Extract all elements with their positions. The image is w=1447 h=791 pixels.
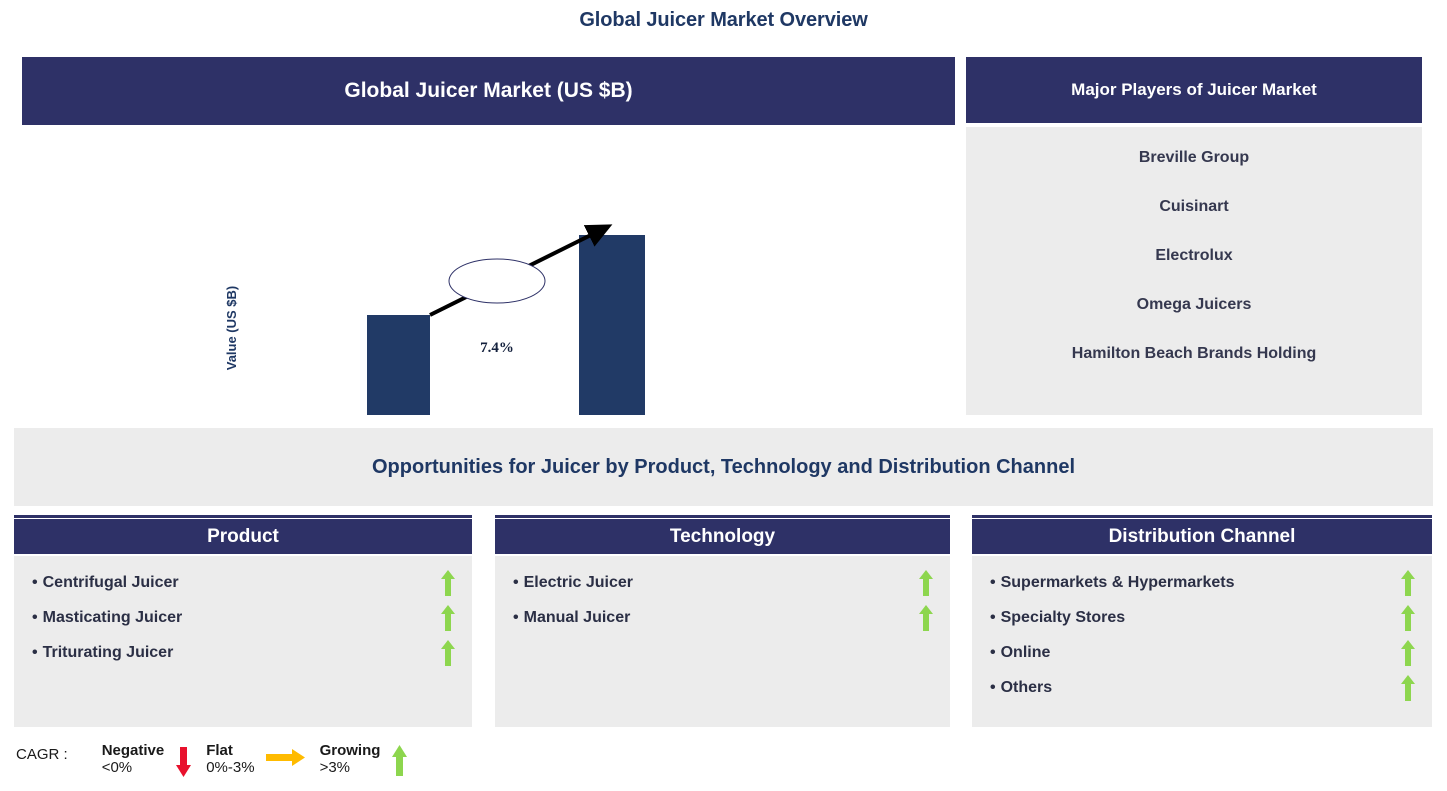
cagr-legend-title: CAGR : [16, 746, 68, 763]
arrow-up-icon [392, 745, 408, 776]
arrow-up-icon [441, 640, 455, 666]
bullet-glyph: • [990, 574, 996, 591]
list-item: • Electric Juicer [495, 570, 950, 596]
segment-label: • Specialty Stores [990, 609, 1125, 627]
list-item: Electrolux [1155, 247, 1233, 264]
segment-label: • Electric Juicer [513, 574, 633, 592]
panel-top-rule [14, 515, 472, 518]
opportunities-band: Opportunities for Juicer by Product, Tec… [14, 428, 1433, 506]
cagr-legend-text-flat: Flat 0%-3% [206, 742, 254, 776]
segment-label: • Triturating Juicer [32, 644, 173, 662]
cagr-legend-word: Flat [206, 742, 233, 759]
cagr-legend-entry-growing: Growing >3% [320, 742, 409, 777]
chart-plot-area: Value (US $B) 7.4% 2025 2031 Source : Lu… [22, 125, 955, 537]
arrow-up-icon [441, 570, 455, 596]
segment-label-text: Centrifugal Juicer [42, 574, 179, 591]
cagr-callout-value: 7.4% [480, 340, 514, 356]
list-item: Cuisinart [1159, 198, 1229, 215]
panel-header-distribution-channel: Distribution Channel [972, 519, 1432, 554]
panel-header-technology: Technology [495, 519, 950, 554]
list-item: Hamilton Beach Brands Holding [1071, 345, 1317, 362]
segment-label-text: Triturating Juicer [42, 644, 174, 661]
panel-body-technology: • Electric Juicer • Manual Juicer [495, 556, 950, 727]
cagr-legend-range: <0% [101, 759, 133, 776]
cagr-legend-range: >3% [319, 759, 351, 776]
bullet-glyph: • [990, 679, 996, 696]
panel-header-product: Product [14, 519, 472, 554]
segment-label-text: Supermarkets & Hypermarkets [1000, 574, 1235, 591]
segment-label-text: Masticating Juicer [42, 609, 183, 626]
list-item: • Triturating Juicer [14, 640, 472, 666]
segment-label-text: Online [1000, 644, 1051, 661]
arrow-up-icon [441, 605, 455, 631]
cagr-legend-entry-negative: Negative <0% [102, 742, 193, 777]
arrow-up-icon [919, 570, 933, 596]
segment-panel-technology: Technology • Electric Juicer • Manual Juic… [495, 515, 950, 727]
bullet-glyph: • [32, 574, 38, 591]
arrow-up-icon [1401, 605, 1415, 631]
bullet-glyph: • [990, 609, 996, 626]
major-players-list: Breville Group Cuisinart Electrolux Omeg… [966, 127, 1422, 415]
list-item: Breville Group [1138, 149, 1250, 166]
opportunities-title: Opportunities for Juicer by Product, Tec… [372, 455, 1075, 478]
bullet-glyph: • [32, 644, 38, 661]
list-item: • Manual Juicer [495, 605, 950, 631]
bullet-glyph: • [513, 574, 519, 591]
cagr-legend-word: Growing [319, 742, 381, 759]
segment-label-text: Specialty Stores [1000, 609, 1126, 626]
segment-label: • Masticating Juicer [32, 609, 182, 627]
panel-body-distribution-channel: • Supermarkets & Hypermarkets • Specialty … [972, 556, 1432, 727]
cagr-legend-text-negative: Negative <0% [102, 742, 165, 776]
arrow-up-icon [1401, 675, 1415, 701]
cagr-legend: CAGR : Negative <0% Flat 0%-3% Growing >… [16, 742, 422, 788]
segment-panel-distribution-channel: Distribution Channel • Supermarkets & Hyp… [972, 515, 1432, 727]
arrow-right-icon [265, 749, 305, 766]
arrow-up-icon [1401, 570, 1415, 596]
panel-body-product: • Centrifugal Juicer • Masticating Juicer … [14, 556, 472, 727]
segment-label: • Manual Juicer [513, 609, 630, 627]
segment-label-text: Others [1000, 679, 1053, 696]
cagr-legend-word: Negative [101, 742, 165, 759]
arrow-up-icon [1401, 640, 1415, 666]
bullet-glyph: • [990, 644, 996, 661]
list-item: • Others [972, 675, 1432, 701]
chart-card-header: Global Juicer Market (US $B) [22, 57, 955, 125]
list-item: • Centrifugal Juicer [14, 570, 472, 596]
arrow-down-icon [176, 747, 192, 777]
bullet-glyph: • [32, 609, 38, 626]
list-item: Omega Juicers [1136, 296, 1252, 313]
cagr-legend-range: 0%-3% [206, 759, 255, 776]
segment-label: • Centrifugal Juicer [32, 574, 179, 592]
major-players-header: Major Players of Juicer Market [966, 57, 1422, 123]
list-item: • Online [972, 640, 1432, 666]
panel-top-rule [495, 515, 950, 518]
list-item: • Specialty Stores [972, 605, 1432, 631]
market-chart-card: Global Juicer Market (US $B) Value (US $… [22, 57, 955, 537]
page-title: Global Juicer Market Overview [579, 9, 868, 31]
arrow-up-icon [919, 605, 933, 631]
cagr-callout-ellipse [448, 258, 546, 304]
bar-chart-svg [367, 224, 645, 415]
panel-top-rule [972, 515, 1432, 518]
list-item: • Supermarkets & Hypermarkets [972, 570, 1432, 596]
segment-label: • Online [990, 644, 1050, 662]
bar-2025 [367, 315, 430, 415]
bar-2031 [579, 235, 645, 415]
list-item: • Masticating Juicer [14, 605, 472, 631]
segment-label-text: Manual Juicer [523, 609, 631, 626]
bullet-glyph: • [513, 609, 519, 626]
segment-panel-product: Product • Centrifugal Juicer • Masticating… [14, 515, 472, 727]
cagr-legend-entry-flat: Flat 0%-3% [206, 742, 305, 777]
segment-label: • Others [990, 679, 1052, 697]
cagr-legend-text-growing: Growing >3% [320, 742, 381, 776]
segment-label-text: Electric Juicer [523, 574, 634, 591]
major-players-card: Major Players of Juicer Market Breville … [966, 57, 1422, 415]
segment-label: • Supermarkets & Hypermarkets [990, 574, 1235, 592]
